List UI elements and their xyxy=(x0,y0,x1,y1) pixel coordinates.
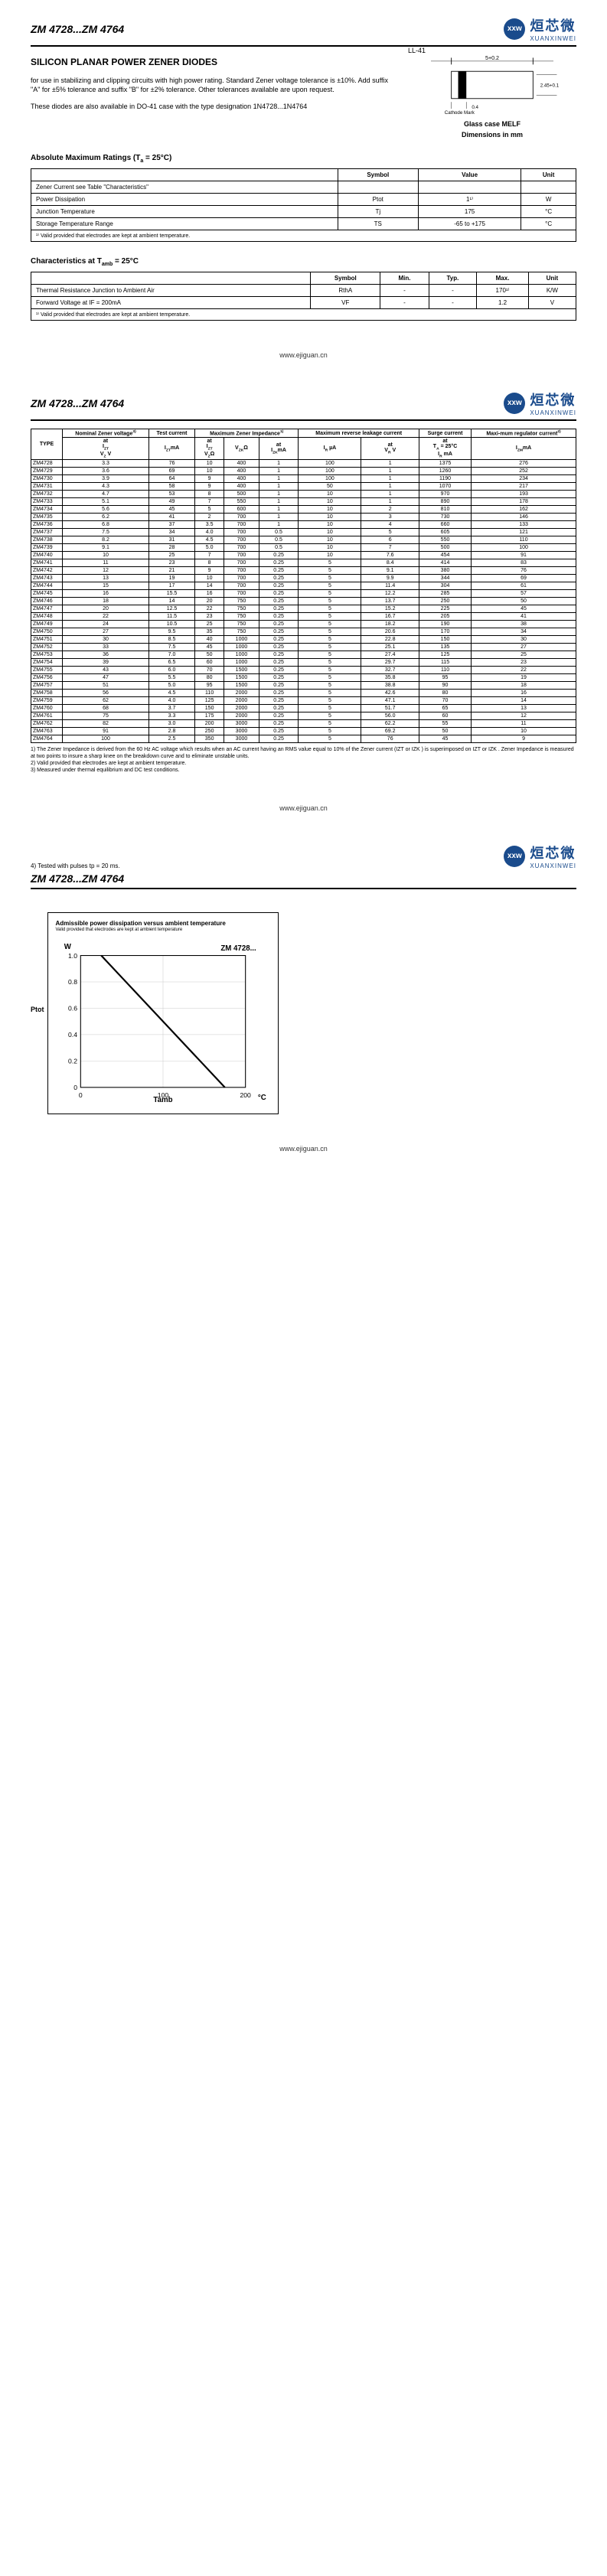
char-title: Characteristics at Tamb = 25°C xyxy=(31,257,576,267)
spec-row: ZM4751308.54010000.25522.815030 xyxy=(31,636,576,644)
spec-row: ZM4742122197000.2559.138076 xyxy=(31,567,576,575)
spec-row: ZM47283.37610400110011375276 xyxy=(31,460,576,468)
spec-row: ZM4758564.511020000.25542.68016 xyxy=(31,690,576,697)
spec-row: ZM47335.14975501101890178 xyxy=(31,498,576,506)
spec-row: ZM47641002.535030000.25576459 xyxy=(31,735,576,743)
logo-en: XUANXINWEI xyxy=(530,35,576,42)
page-header-3: ZM 4728...ZM 4764 xyxy=(31,872,576,889)
spec-row: ZM4752337.54510000.25525.113527 xyxy=(31,644,576,651)
svg-text:0: 0 xyxy=(73,1084,77,1091)
spec-row: ZM47377.5344.07000.5105605121 xyxy=(31,529,576,536)
spec-row: ZM4750279.5357500.25520.617034 xyxy=(31,628,576,636)
main-title: SILICON PLANAR POWER ZENER DIODES xyxy=(31,56,393,69)
spec-row: ZM4756475.58015000.25535.89519 xyxy=(31,674,576,682)
product-range: ZM 4728...ZM 4764 xyxy=(31,23,124,35)
logo-mark: xxw xyxy=(504,18,525,40)
page-header-2: ZM 4728...ZM 4764 xxw 烜芯微 XUANXINWEI xyxy=(31,390,576,421)
product-range-2: ZM 4728...ZM 4764 xyxy=(31,397,124,409)
spec-row: ZM4761753.317520000.25556.06012 xyxy=(31,712,576,720)
char-table: SymbolMin.Typ.Max.Unit Thermal Resistanc… xyxy=(31,272,576,321)
abs-max-table: SymbolValueUnit Zener Current see Table … xyxy=(31,168,576,242)
chart-subtitle: Valid provided that electrodes are kept … xyxy=(56,928,270,933)
abs-footnote: ¹⁾ Valid provided that electrodes are ke… xyxy=(31,230,576,242)
spec-row: ZM47482211.5237500.25516.720541 xyxy=(31,613,576,621)
dim-label: Dimensions in mm xyxy=(408,131,576,139)
spec-row: ZM4760683.715020000.25551.76513 xyxy=(31,705,576,712)
footer-url-3: www.ejiguan.cn xyxy=(31,1145,576,1153)
footer-url-2: www.ejiguan.cn xyxy=(31,804,576,812)
svg-text:0: 0 xyxy=(78,1091,82,1099)
spec-row: ZM4755436.07015000.25532.711022 xyxy=(31,667,576,674)
svg-text:200: 200 xyxy=(240,1091,251,1099)
spec-row: ZM47472012.5227500.25515.222545 xyxy=(31,605,576,613)
table-notes: 1) The Zener Impedance is derived from t… xyxy=(31,746,576,774)
svg-text:2.45+0.1: 2.45+0.1 xyxy=(540,83,560,89)
spec-row: ZM47431319107000.2559.934469 xyxy=(31,575,576,582)
chart-ylabel: Ptot xyxy=(31,1006,44,1013)
spec-row: ZM4754396.56010000.25529.711523 xyxy=(31,659,576,667)
package-code: LL-41 xyxy=(408,47,576,54)
spec-row: ZM4762823.020030000.25562.25511 xyxy=(31,720,576,728)
char-footnote: ¹⁾ Valid provided that electrodes are ke… xyxy=(31,309,576,321)
spec-row: ZM47293.66910400110011260252 xyxy=(31,468,576,475)
chart-title: Admissible power dissipation versus ambi… xyxy=(56,921,270,928)
spec-row: ZM47356.24127001103730146 xyxy=(31,514,576,521)
company-logo: xxw 烜芯微 XUANXINWEI xyxy=(504,15,576,42)
svg-text:0.2: 0.2 xyxy=(68,1057,77,1065)
svg-text:Tamb: Tamb xyxy=(153,1096,172,1104)
spec-row: ZM47492410.5257500.25518.219038 xyxy=(31,621,576,628)
svg-text:0.6: 0.6 xyxy=(68,1005,77,1012)
spec-row: ZM47324.75385001101970193 xyxy=(31,491,576,498)
spec-row: ZM47399.1285.07000.5107500100 xyxy=(31,544,576,552)
company-logo-2: xxw 烜芯微 XUANXINWEI xyxy=(504,390,576,416)
spec-row: ZM47345.64556001102810162 xyxy=(31,506,576,514)
dissipation-chart: Admissible power dissipation versus ambi… xyxy=(47,912,279,1114)
spec-row: ZM47314.358940015011070217 xyxy=(31,483,576,491)
footer-url: www.ejiguan.cn xyxy=(31,351,576,359)
spec-row: ZM4757515.09515000.25538.89018 xyxy=(31,682,576,690)
intro-p2: These diodes are also available in DO-41… xyxy=(31,102,393,112)
abs-max-title: Absolute Maximum Ratings (Ta = 25°C) xyxy=(31,154,576,164)
case-label: Glass case MELF xyxy=(408,120,576,128)
spec-row: ZM47441517147000.25511.430461 xyxy=(31,582,576,590)
company-logo-3: xxw 烜芯微 XUANXINWEI xyxy=(504,843,576,869)
spec-row: ZM4753367.05010000.25527.412525 xyxy=(31,651,576,659)
spec-row: ZM47461814207500.25513.725050 xyxy=(31,598,576,605)
spec-row: ZM4740102577000.25107.645491 xyxy=(31,552,576,559)
spec-row: ZM4741112387000.2558.441483 xyxy=(31,559,576,567)
spec-row: ZM47366.8373.57001104660133 xyxy=(31,521,576,529)
intro-p1: for use in stabilizing and clipping circ… xyxy=(31,76,393,95)
svg-text:0.4: 0.4 xyxy=(472,105,478,110)
note-4: 4) Tested with pulses tp = 20 ms. xyxy=(31,862,120,869)
svg-text:W: W xyxy=(64,943,71,951)
spec-row: ZM47388.2314.57000.5106550110 xyxy=(31,536,576,544)
svg-text:1.0: 1.0 xyxy=(68,952,77,960)
svg-text:5+0.2: 5+0.2 xyxy=(485,55,499,61)
svg-text:°C: °C xyxy=(257,1094,266,1102)
spec-row: ZM4763912.825030000.25569.25010 xyxy=(31,728,576,735)
svg-text:0.8: 0.8 xyxy=(68,978,77,986)
package-diagram: LL-41 5+0.2 2.45+0.1 0.4 Cathode Mark Gl… xyxy=(408,47,576,139)
product-range-3: ZM 4728...ZM 4764 xyxy=(31,872,124,885)
spec-row: ZM47451615.5167000.25512.228557 xyxy=(31,590,576,598)
svg-text:Cathode Mark: Cathode Mark xyxy=(445,110,475,116)
svg-text:0.4: 0.4 xyxy=(68,1031,77,1039)
spec-row: ZM47303.9649400110011190234 xyxy=(31,475,576,483)
page-header: ZM 4728...ZM 4764 xxw 烜芯微 XUANXINWEI xyxy=(31,15,576,47)
main-spec-table: TYPE Nominal Zener voltage3) Test curren… xyxy=(31,429,576,743)
spec-row: ZM4759624.012520000.25547.17014 xyxy=(31,697,576,705)
logo-cn: 烜芯微 xyxy=(530,15,576,35)
svg-text:ZM 4728...: ZM 4728... xyxy=(220,944,256,953)
